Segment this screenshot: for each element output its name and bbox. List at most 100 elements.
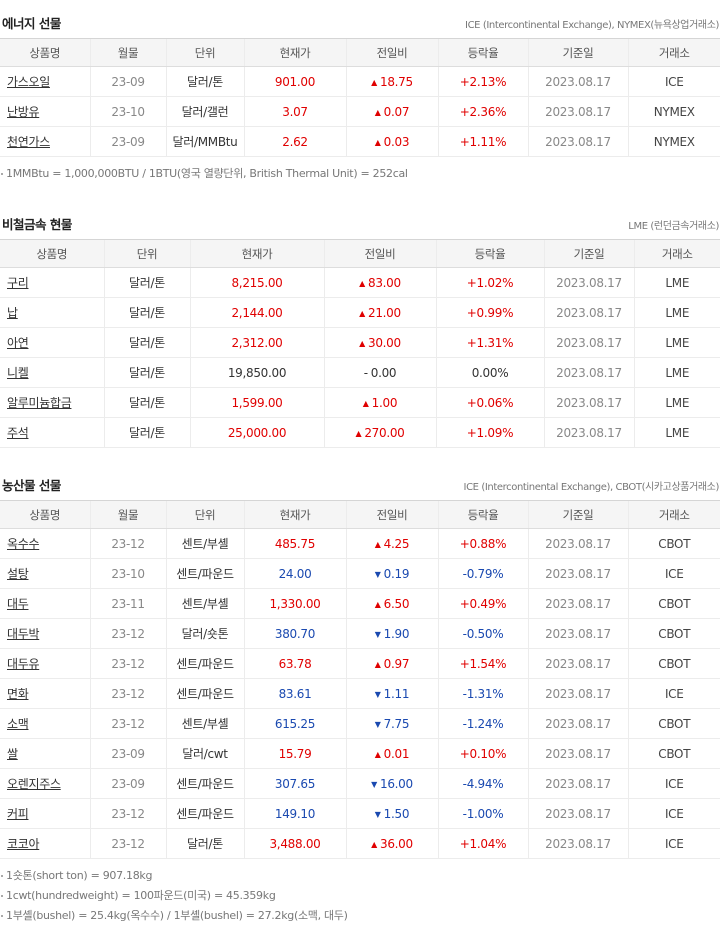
change-rate-cell: +2.13% [437,66,528,97]
exchange-cell: CBOT [627,588,720,619]
product-link[interactable]: 쌀 [7,747,18,761]
base-date-cell: 2023.08.17 [543,327,634,358]
product-link[interactable]: 니켈 [7,366,29,380]
column-header: 월물 [89,38,166,67]
column-header: 현재가 [243,38,346,67]
table-row: 오렌지주스 23-09 센트/파운드 307.65 ▼ 16.00 -4.94% 2023.0… [0,768,720,799]
change-value: 36.00 [380,836,413,851]
change-cell: ▲ 21.00 [323,297,436,328]
change-value: 0.03 [383,134,410,149]
change-cell: ▲ 18.75 [345,66,438,97]
base-date-cell: 2023.08.17 [543,297,634,328]
footnote: 1숏톤(short ton) = 907.18kg [0,866,348,886]
unit-cell: 달러/톤 [103,327,190,358]
product-link[interactable]: 가스오일 [7,75,50,89]
table-row: 니켈 달러/톤 19,850.00-0.00 0.00% 2023.08.17 LME [0,357,720,388]
product-link[interactable]: 커피 [7,807,29,821]
up-triangle-icon: ▲ [359,308,365,318]
base-date-cell: 2023.08.17 [527,126,628,157]
product-link[interactable]: 코코아 [7,837,40,851]
column-header: 전일비 [345,38,438,67]
base-date-cell: 2023.08.17 [527,588,628,619]
contract-month-cell: 23-12 [89,648,166,679]
column-header: 거래소 [627,500,720,529]
up-triangle-icon: ▲ [374,137,381,147]
up-triangle-icon: ▲ [359,338,365,348]
price-cell: 15.79 [243,738,346,769]
unit-cell: 센트/파운드 [165,798,244,829]
price-cell: 1,599.00 [189,387,324,418]
footnote: 1cwt(hundredweight) = 100파운드(미국) = 45.35… [0,886,348,906]
change-value: 1.00 [371,395,398,410]
product-name-cell: 아연 [0,327,104,358]
change-rate-cell: +0.10% [437,738,528,769]
change-value: 1.11 [383,686,410,701]
unit-cell: 센트/부셸 [165,528,244,559]
down-triangle-icon: ▼ [374,629,381,639]
product-link[interactable]: 난방유 [7,105,40,119]
table-row: 옥수수 23-12 센트/부셸 485.75 ▲ 4.25 +0.88% 2023.08.17… [0,528,720,559]
energy-source: ICE (Intercontinental Exchange), NYMEX(뉴… [465,20,719,31]
change-cell: ▲ 83.00 [323,267,436,298]
base-date-cell: 2023.08.17 [527,768,628,799]
change-rate-cell: +1.54% [437,648,528,679]
product-link[interactable]: 소맥 [7,717,29,731]
contract-month-cell: 23-12 [89,528,166,559]
product-name-cell: 납 [0,297,104,328]
exchange-cell: LME [633,387,720,418]
change-rate-cell: +1.02% [435,267,544,298]
product-link[interactable]: 대두 [7,597,29,611]
change-value: 4.25 [383,536,410,551]
base-date-cell: 2023.08.17 [527,528,628,559]
price-cell: 615.25 [243,708,346,739]
product-link[interactable]: 옥수수 [7,537,40,551]
product-link[interactable]: 알루미늄합금 [7,396,72,410]
energy-table: 상품명 월물 단위 현재가 전일비 등락율 기준일 거래소 가스오일 23-09 달러/톤 901.… [0,38,720,157]
change-cell: -0.00 [323,357,436,388]
change-value: 0.00 [370,365,397,380]
change-cell: ▲ 0.01 [345,738,438,769]
unit-cell: 센트/파운드 [165,768,244,799]
unit-cell: 달러/cwt [165,738,244,769]
price-cell: 485.75 [243,528,346,559]
product-link[interactable]: 면화 [7,687,29,701]
metals-table-body: 구리 달러/톤 8,215.00 ▲ 83.00 +1.02% 2023.08.17 LME 납… [0,267,720,448]
product-name-cell: 면화 [0,678,90,709]
product-name-cell: 코코아 [0,828,90,859]
product-link[interactable]: 납 [7,306,18,320]
change-rate-cell: -1.31% [437,678,528,709]
product-link[interactable]: 아연 [7,336,29,350]
column-header: 현재가 [189,239,324,268]
exchange-cell: LME [633,297,720,328]
product-name-cell: 대두박 [0,618,90,649]
column-header: 월물 [89,500,166,529]
product-link[interactable]: 구리 [7,276,29,290]
column-header: 등락율 [437,38,528,67]
up-triangle-icon: ▲ [374,659,381,669]
unit-cell: 센트/파운드 [165,558,244,589]
product-link[interactable]: 대두유 [7,657,40,671]
product-link[interactable]: 주석 [7,426,29,440]
unit-cell: 센트/파운드 [165,648,244,679]
table-row: 아연 달러/톤 2,312.00 ▲ 30.00 +1.31% 2023.08.17 LME [0,327,720,358]
up-triangle-icon: ▲ [374,107,381,117]
product-link[interactable]: 오렌지주스 [7,777,61,791]
price-cell: 25,000.00 [189,417,324,448]
price-cell: 901.00 [243,66,346,97]
table-row: 천연가스 23-09 달러/MMBtu 2.62 ▲ 0.03 +1.11% 2023.08.… [0,126,720,157]
exchange-cell: LME [633,417,720,448]
exchange-cell: ICE [627,66,720,97]
up-triangle-icon: ▲ [362,398,369,408]
up-triangle-icon: ▲ [374,539,381,549]
metals-header-row: 상품명 단위 현재가 전일비 등락율 기준일 거래소 [0,239,720,268]
change-value: 0.01 [383,746,410,761]
product-link[interactable]: 천연가스 [7,135,50,149]
up-triangle-icon: ▲ [374,599,381,609]
product-link[interactable]: 설탕 [7,567,29,581]
base-date-cell: 2023.08.17 [527,828,628,859]
product-name-cell: 소맥 [0,708,90,739]
exchange-cell: CBOT [627,708,720,739]
contract-month-cell: 23-10 [89,96,166,127]
product-link[interactable]: 대두박 [7,627,40,641]
agri-header-row: 상품명 월물 단위 현재가 전일비 등락율 기준일 거래소 [0,500,720,529]
